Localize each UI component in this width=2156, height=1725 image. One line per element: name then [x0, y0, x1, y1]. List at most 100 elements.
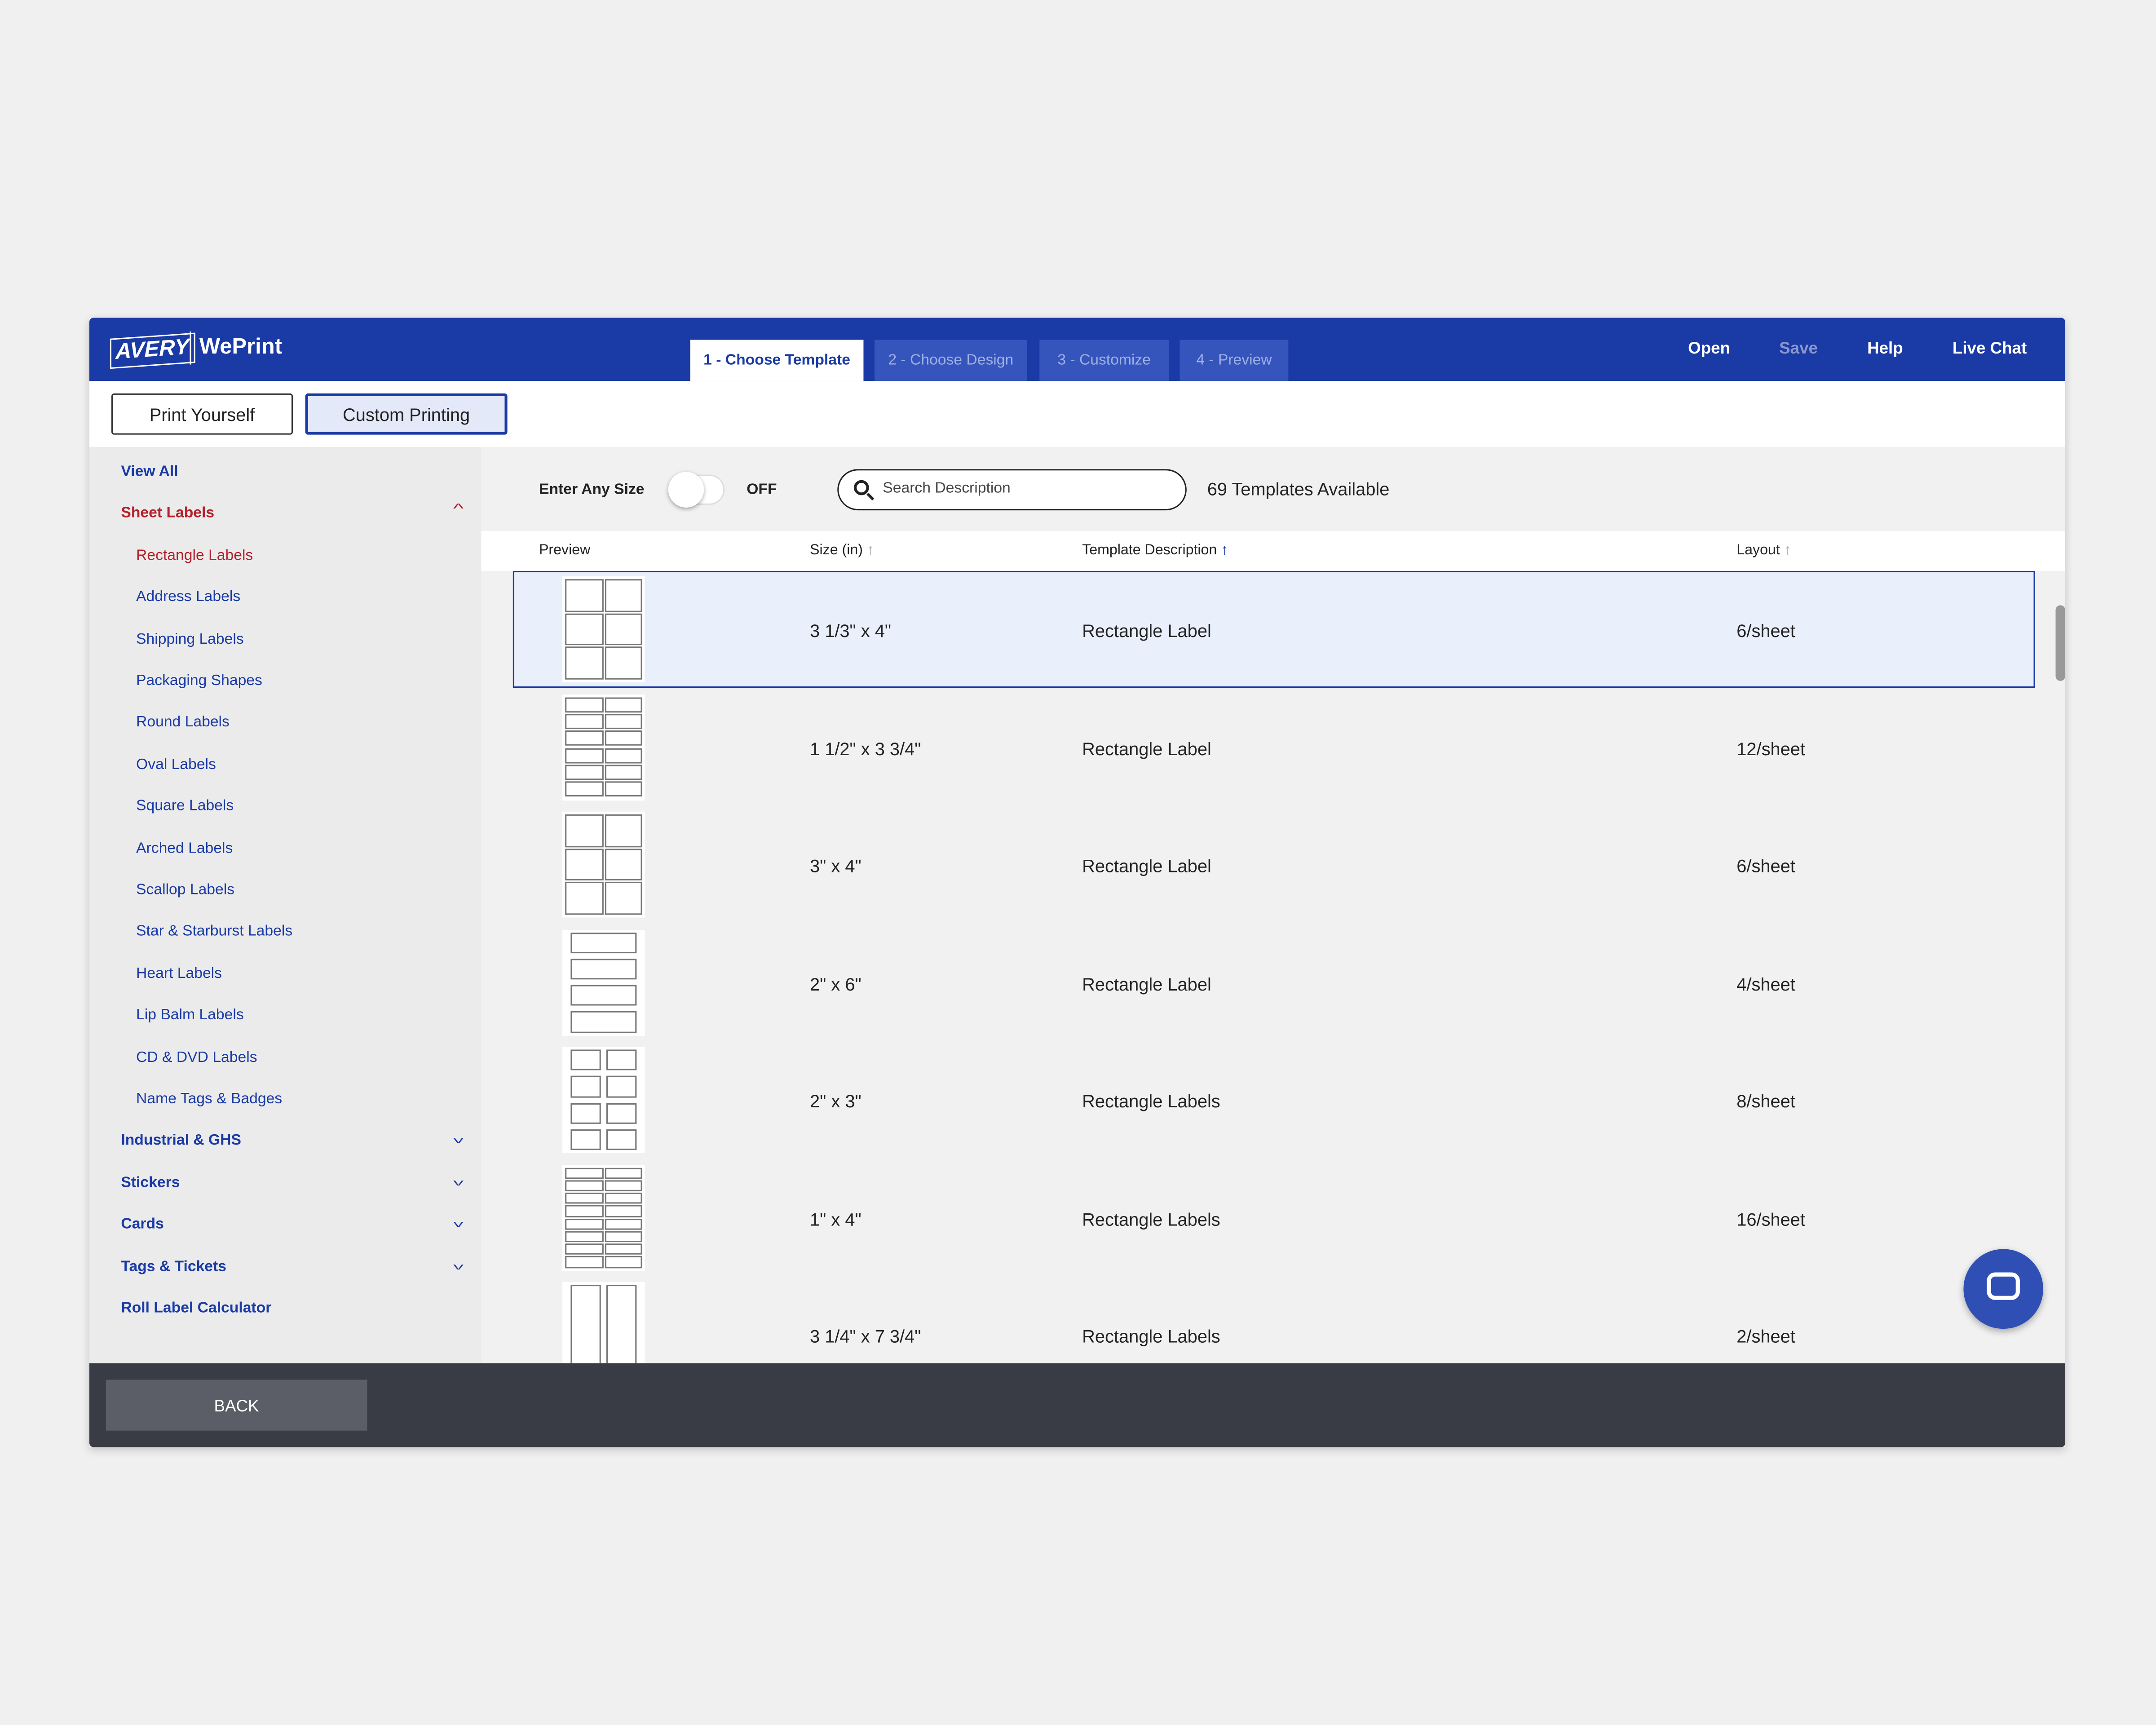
preview-cell [570, 1076, 601, 1097]
table-row[interactable] [513, 1041, 2035, 1158]
size-cell: 3 1/4" x 7 3/4" [810, 1326, 921, 1347]
size-cell: 3 1/3" x 4" [810, 620, 891, 641]
description-cell: Rectangle Labels [1082, 1091, 1220, 1112]
step-tab-label: 3 - Customize [1057, 351, 1151, 368]
chevron-up: ^ [453, 502, 464, 518]
mode-button-label: Custom Printing [343, 403, 470, 425]
template-count: 69 Templates Available [1207, 478, 1390, 500]
preview-cell [604, 1205, 642, 1217]
sidebar-item[interactable]: Shipping Labels [136, 631, 244, 648]
logo-divider [190, 331, 191, 365]
sidebar-item[interactable]: Name Tags & Badges [136, 1091, 283, 1108]
nav-link[interactable]: Live Chat [1952, 338, 2027, 358]
mode-button[interactable]: Custom Printing [305, 393, 508, 435]
table-row[interactable] [512, 571, 2035, 688]
step-tab[interactable]: 2 - Choose Design [874, 340, 1027, 381]
preview-cell [604, 1243, 642, 1255]
preview-cell [565, 697, 603, 712]
preview-cell [604, 765, 642, 780]
preview-cell [565, 1243, 603, 1255]
sidebar-category[interactable]: Sheet Labels [121, 505, 215, 522]
column-header[interactable]: Layout ↑ [1736, 542, 1791, 559]
preview-cell [604, 781, 642, 797]
sidebar-item[interactable]: Packaging Shapes [136, 672, 262, 690]
layout-cell: 2/sheet [1736, 1326, 1795, 1347]
toggle-state: OFF [747, 481, 777, 498]
nav-link[interactable]: Save [1779, 338, 1818, 358]
template-preview [562, 1164, 645, 1270]
scrollbar-thumb [2055, 605, 2065, 681]
sidebar-item[interactable]: Round Labels [136, 714, 230, 731]
preview-cell [606, 1076, 637, 1097]
table-row[interactable] [513, 689, 2035, 805]
sidebar-category[interactable]: Roll Label Calculator [121, 1300, 272, 1317]
layout-cell: 6/sheet [1736, 855, 1795, 876]
preview-cell [565, 848, 603, 881]
toggle-knob [668, 472, 704, 508]
size-cell: 1" x 4" [810, 1208, 862, 1230]
sidebar-category[interactable]: Industrial & GHS [121, 1132, 241, 1150]
chevron-down: ^ [453, 1172, 464, 1187]
preview-cell [565, 730, 603, 747]
layout-cell: 12/sheet [1736, 738, 1805, 759]
preview-cell [604, 613, 642, 646]
sidebar-category[interactable]: Stickers [121, 1174, 180, 1191]
sidebar-item[interactable]: Rectangle Labels [136, 547, 253, 564]
sidebar-item[interactable]: CD & DVD Labels [136, 1049, 257, 1066]
preview-cell [565, 1230, 603, 1243]
preview-cell [565, 579, 603, 612]
sidebar-category[interactable]: Cards [121, 1216, 164, 1233]
mode-button-label: Print Yourself [149, 403, 255, 425]
column-header[interactable]: Template Description ↑ [1082, 542, 1228, 559]
column-header[interactable]: Size (in) ↑ [810, 542, 874, 559]
nav-link[interactable]: Help [1867, 338, 1903, 358]
preview-cell [604, 1218, 642, 1230]
preview-cell [604, 1230, 642, 1243]
sidebar-item[interactable]: Oval Labels [136, 756, 216, 773]
sidebar-item[interactable]: Heart Labels [136, 965, 222, 982]
preview-cell [565, 1180, 603, 1191]
step-tab[interactable]: 3 - Customize [1039, 340, 1169, 381]
preview-cell [604, 579, 642, 612]
sidebar-category[interactable]: Tags & Tickets [121, 1258, 226, 1275]
sidebar-item[interactable]: Arched Labels [136, 840, 233, 857]
sidebar-item[interactable]: Lip Balm Labels [136, 1007, 244, 1024]
template-preview [562, 811, 645, 918]
search-box[interactable] [837, 469, 1187, 511]
size-cell: 3" x 4" [810, 855, 862, 876]
template-preview [562, 929, 645, 1035]
chat-icon [1987, 1272, 2020, 1300]
step-tab-label: 4 - Preview [1196, 351, 1272, 368]
size-cell: 2" x 3" [810, 1091, 862, 1112]
mode-button[interactable]: Print Yourself [111, 393, 293, 435]
preview-cell [604, 1167, 642, 1179]
preview-cell [570, 958, 637, 980]
preview-cell [604, 647, 642, 680]
step-tab[interactable]: 1 - Choose Template [690, 340, 864, 381]
description-cell: Rectangle Labels [1082, 1208, 1220, 1230]
preview-cell [570, 1011, 637, 1033]
description-cell: Rectangle Label [1082, 855, 1211, 876]
sidebar-item[interactable]: Address Labels [136, 589, 241, 606]
sidebar-category[interactable]: View All [121, 463, 178, 480]
sidebar-item[interactable]: Scallop Labels [136, 881, 235, 898]
step-tab[interactable]: 4 - Preview [1180, 340, 1289, 381]
template-preview [562, 1047, 645, 1153]
chat-button[interactable] [1963, 1249, 2043, 1329]
table-row[interactable] [513, 1277, 2035, 1363]
preview-cell [604, 730, 642, 747]
sidebar-item[interactable]: Star & Starburst Labels [136, 923, 293, 940]
table-row[interactable] [513, 806, 2035, 923]
preview-cell [606, 1129, 637, 1150]
description-cell: Rectangle Labels [1082, 1326, 1220, 1347]
sidebar-item[interactable]: Square Labels [136, 798, 234, 815]
chevron-down: ^ [453, 1213, 464, 1229]
chevron-down: ^ [453, 1255, 464, 1271]
back-button[interactable]: BACK [106, 1380, 367, 1431]
table-row[interactable] [513, 1159, 2035, 1276]
toggle-label: Enter Any Size [539, 481, 645, 498]
nav-link[interactable]: Open [1688, 338, 1731, 358]
preview-cell [570, 932, 637, 953]
table-row[interactable] [513, 924, 2035, 1040]
preview-cell [604, 1256, 642, 1268]
